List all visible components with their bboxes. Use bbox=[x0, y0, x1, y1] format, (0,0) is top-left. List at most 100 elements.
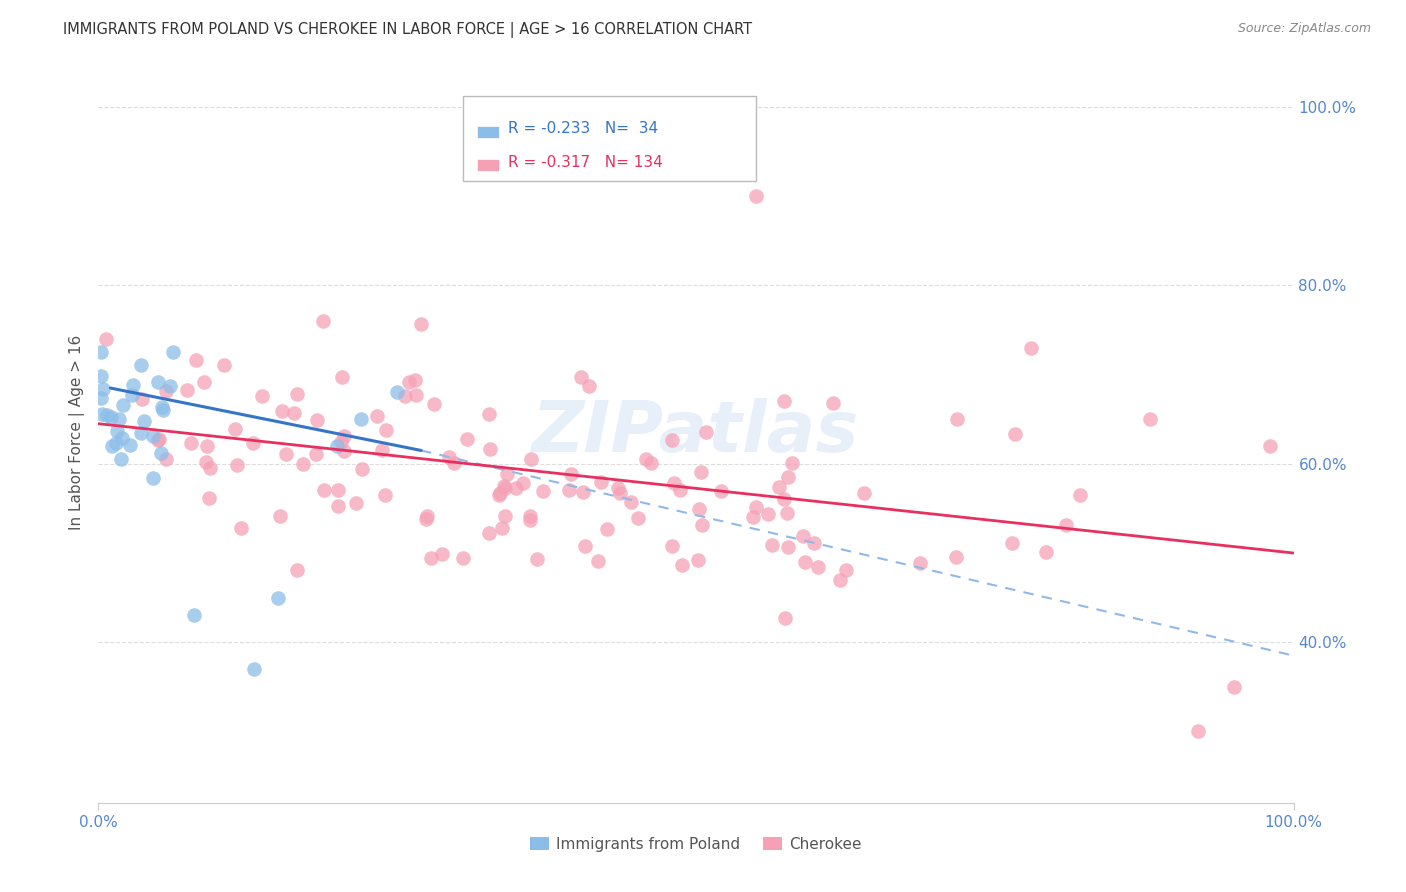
Point bbox=[134, 414, 156, 428]
Point bbox=[453, 550, 475, 565]
Point bbox=[243, 662, 266, 676]
Point bbox=[105, 436, 128, 450]
Point bbox=[669, 483, 692, 498]
Point bbox=[519, 514, 541, 528]
Point bbox=[761, 538, 783, 552]
Point bbox=[90, 368, 112, 383]
Point bbox=[792, 529, 814, 543]
Point bbox=[409, 317, 432, 331]
Point bbox=[526, 552, 548, 566]
Point bbox=[129, 425, 152, 440]
Point bbox=[609, 486, 631, 500]
Point bbox=[385, 385, 409, 400]
Point bbox=[607, 481, 630, 495]
Point bbox=[326, 439, 349, 453]
FancyBboxPatch shape bbox=[477, 159, 499, 170]
Point bbox=[94, 332, 117, 346]
Point bbox=[478, 525, 501, 540]
Point bbox=[374, 423, 396, 437]
Point bbox=[690, 465, 713, 479]
Point bbox=[291, 458, 314, 472]
Point bbox=[142, 471, 165, 485]
Point bbox=[326, 483, 349, 498]
Point bbox=[496, 467, 519, 482]
Point bbox=[91, 407, 114, 421]
Point bbox=[671, 558, 693, 573]
Point bbox=[398, 376, 420, 390]
Point bbox=[198, 491, 221, 505]
Point bbox=[807, 560, 830, 574]
Point bbox=[100, 409, 122, 424]
Point bbox=[330, 435, 353, 450]
Point bbox=[491, 521, 513, 535]
Point bbox=[662, 476, 685, 491]
Point bbox=[478, 408, 501, 422]
Point bbox=[111, 431, 134, 445]
Point bbox=[794, 555, 817, 569]
Point bbox=[710, 484, 733, 499]
Point bbox=[212, 358, 235, 372]
Point bbox=[756, 507, 779, 521]
Point bbox=[773, 610, 796, 624]
Point bbox=[179, 436, 201, 450]
Point bbox=[312, 313, 335, 327]
Point bbox=[456, 432, 478, 446]
Legend: Immigrants from Poland, Cherokee: Immigrants from Poland, Cherokee bbox=[524, 830, 868, 858]
Point bbox=[596, 522, 619, 536]
Text: ZIPatlas: ZIPatlas bbox=[533, 398, 859, 467]
Point bbox=[1035, 545, 1057, 559]
Point bbox=[394, 389, 416, 403]
Point bbox=[489, 486, 512, 500]
Point bbox=[267, 591, 290, 605]
Point bbox=[780, 457, 803, 471]
Point bbox=[821, 396, 844, 410]
Point bbox=[183, 608, 205, 623]
Point bbox=[155, 384, 177, 399]
Point bbox=[350, 412, 373, 426]
Point bbox=[1187, 724, 1209, 739]
Point bbox=[945, 411, 967, 425]
Point bbox=[105, 424, 128, 438]
Point bbox=[512, 475, 534, 490]
Point bbox=[591, 475, 613, 490]
Point bbox=[519, 508, 541, 523]
Point bbox=[945, 549, 967, 564]
Point bbox=[695, 425, 717, 440]
Point bbox=[443, 456, 465, 470]
Point bbox=[910, 557, 932, 571]
Point bbox=[112, 398, 135, 412]
Point bbox=[366, 409, 388, 423]
Point bbox=[742, 510, 765, 524]
Point bbox=[430, 547, 453, 561]
Point bbox=[122, 378, 145, 392]
Point bbox=[146, 375, 169, 389]
Point bbox=[155, 452, 177, 467]
Point bbox=[142, 429, 165, 443]
Point bbox=[184, 353, 207, 368]
Point bbox=[1139, 412, 1161, 426]
Point bbox=[745, 189, 768, 203]
Point bbox=[627, 511, 650, 525]
Point bbox=[90, 391, 112, 405]
Point bbox=[305, 413, 328, 427]
Point bbox=[661, 539, 683, 553]
Point bbox=[620, 494, 643, 508]
Point bbox=[224, 422, 246, 436]
Point bbox=[640, 456, 662, 470]
Point bbox=[778, 470, 800, 484]
Point bbox=[423, 397, 446, 411]
Point bbox=[778, 541, 800, 555]
Point bbox=[404, 373, 426, 387]
Point bbox=[152, 403, 174, 417]
Point bbox=[745, 500, 768, 515]
Point bbox=[415, 512, 437, 526]
Point bbox=[195, 455, 218, 469]
Text: R = -0.233   N=  34: R = -0.233 N= 34 bbox=[509, 120, 658, 136]
Point bbox=[150, 400, 173, 414]
Point bbox=[129, 359, 152, 373]
Point bbox=[686, 553, 709, 567]
Point bbox=[193, 375, 215, 389]
Point bbox=[312, 483, 335, 497]
Point bbox=[101, 439, 124, 453]
Point bbox=[226, 458, 249, 473]
